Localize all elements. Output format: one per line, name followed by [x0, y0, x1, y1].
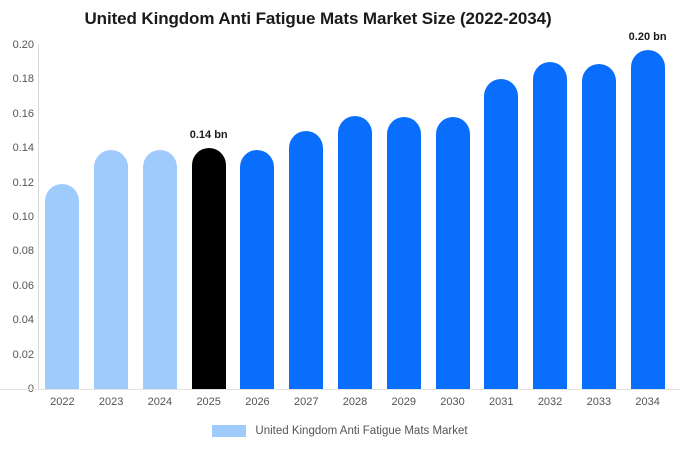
y-axis-tick-label: 0.20 — [12, 39, 34, 51]
y-axis-tick-label: 0.04 — [12, 314, 34, 327]
x-axis-tick-label: 2030 — [440, 396, 465, 408]
x-axis-tick-label: 2027 — [293, 396, 319, 408]
x-axis-tick-label: 2032 — [537, 396, 563, 408]
y-axis-tick-label: 0.18 — [12, 73, 34, 86]
bar-2031[interactable] — [484, 79, 519, 389]
value-annotation-2025: 0.14 bn — [189, 129, 228, 142]
bar-2025[interactable] — [191, 148, 226, 389]
y-axis-tick-label: 0.14 — [12, 142, 34, 155]
y-axis: 00.020.040.060.080.100.120.140.160.180.2… — [0, 0, 34, 450]
y-axis-tick-label: 0.16 — [12, 107, 34, 120]
x-axis-tick-label: 2026 — [245, 396, 270, 408]
y-axis-tick-label: 0.02 — [12, 348, 34, 361]
bar-2024[interactable] — [142, 149, 177, 389]
x-axis-tick-label: 2025 — [196, 396, 221, 408]
x-axis-labels: 2022 2023 2024 2025 2026 2027 2028 2029 2030 2031… — [38, 392, 672, 414]
bar-2034[interactable] — [630, 50, 665, 389]
bar-2023[interactable] — [94, 149, 129, 389]
bar-2027[interactable] — [289, 131, 324, 389]
bar-2033[interactable] — [581, 63, 616, 389]
x-axis-tick-label: 2029 — [391, 396, 416, 408]
value-annotation-2034: 0.20 bn — [628, 31, 667, 44]
x-axis-tick-label: 2031 — [489, 396, 514, 408]
y-axis-tick-label: 0.08 — [12, 245, 34, 258]
x-axis-tick-label: 2022 — [50, 396, 75, 408]
chart-title: United Kingdom Anti Fatigue Mats Market … — [84, 9, 552, 28]
chart-legend: United Kingdom Anti Fatigue Mats Market — [0, 425, 680, 437]
x-axis-tick-label: 2024 — [147, 396, 173, 408]
bar-2032[interactable] — [533, 62, 568, 389]
bar-2022[interactable] — [45, 184, 80, 389]
y-axis-tick-label: 0.12 — [12, 176, 34, 189]
y-axis-tick-label: 0.10 — [12, 211, 34, 223]
x-axis-tick-label: 2028 — [342, 396, 368, 408]
bar-2026[interactable] — [240, 149, 275, 389]
bars-layer — [38, 45, 672, 389]
x-axis-tick-label: 2023 — [98, 396, 124, 408]
y-axis-line — [38, 44, 39, 389]
bar-2029[interactable] — [386, 117, 421, 389]
legend-label: United Kingdom Anti Fatigue Mats Market — [255, 425, 468, 437]
x-axis-tick-label: 2033 — [586, 396, 612, 408]
x-axis-line — [0, 389, 680, 390]
bar-2028[interactable] — [338, 115, 372, 389]
legend-swatch — [212, 425, 247, 437]
legend-item[interactable]: United Kingdom Anti Fatigue Mats Market — [212, 425, 468, 437]
y-axis-tick-label: 0.06 — [12, 279, 34, 292]
x-axis-tick-label: 2034 — [635, 396, 660, 408]
bar-2030[interactable] — [435, 117, 470, 389]
